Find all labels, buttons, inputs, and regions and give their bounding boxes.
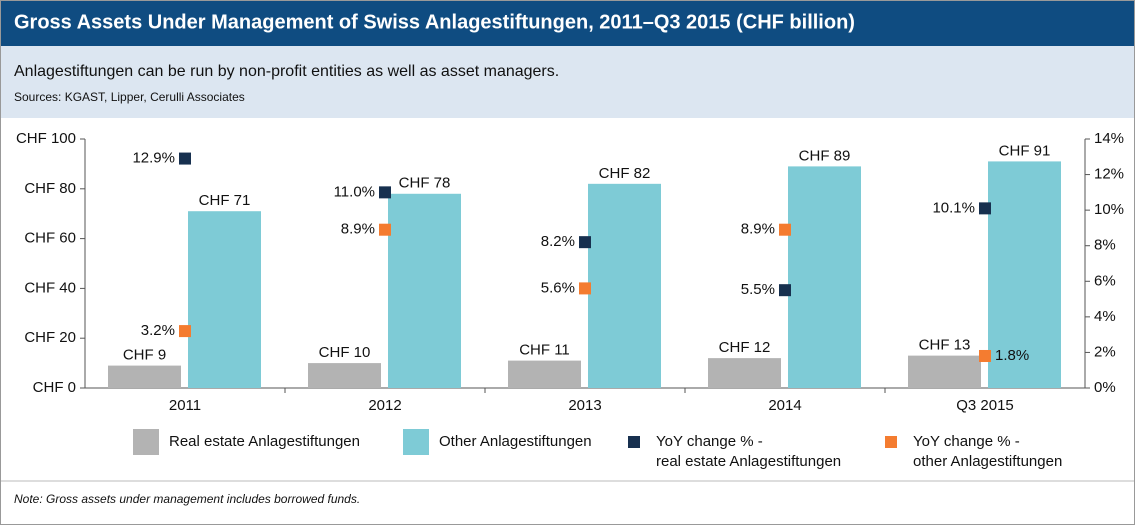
- bar: [908, 355, 981, 388]
- x-tick-label: 2013: [568, 397, 601, 414]
- x-tick-label: Q3 2015: [956, 397, 1014, 414]
- marker: [579, 236, 591, 249]
- legend-swatch: [885, 436, 897, 448]
- note: Note: Gross assets under management incl…: [14, 492, 360, 506]
- chart-title: Gross Assets Under Management of Swiss A…: [14, 11, 855, 33]
- bar: [708, 358, 781, 388]
- marker: [179, 152, 191, 165]
- legend-line: other Anlagestiftungen: [913, 453, 1062, 470]
- y2-tick-label: 14%: [1094, 130, 1124, 147]
- legend-label: Other Anlagestiftungen: [439, 433, 592, 450]
- source: Sources: KGAST, Lipper, Cerulli Associat…: [14, 90, 245, 104]
- y2-tick-label: 2%: [1094, 343, 1116, 360]
- bar-label: CHF 78: [399, 175, 451, 192]
- legend-label: Real estate Anlagestiftungen: [169, 433, 360, 450]
- bar-label: CHF 91: [999, 142, 1051, 159]
- legend-line: real estate Anlagestiftungen: [656, 453, 841, 470]
- bar: [188, 211, 261, 388]
- x-tick-label: 2011: [169, 397, 201, 414]
- x-tick-label: 2014: [768, 397, 801, 414]
- bar: [588, 183, 661, 388]
- bar: [508, 360, 581, 388]
- marker-label: 8.9%: [741, 221, 775, 238]
- x-tick-label: 2012: [368, 397, 401, 414]
- bar-label: CHF 13: [919, 337, 971, 354]
- legend-line: YoY change % -: [913, 433, 1020, 450]
- legend-label: YoY change % - other Anlagestiftungen: [913, 433, 1062, 470]
- marker-label: 5.6%: [541, 279, 575, 296]
- bar-label: CHF 89: [799, 147, 851, 164]
- marker-label: 5.5%: [741, 281, 775, 298]
- y2-tick-label: 12%: [1094, 166, 1124, 183]
- title-bar: [0, 0, 1135, 46]
- y-tick-label: CHF 0: [33, 379, 76, 396]
- bar: [988, 161, 1061, 388]
- y2-tick-label: 0%: [1094, 379, 1116, 396]
- bar: [788, 166, 861, 388]
- marker: [179, 325, 191, 338]
- marker: [379, 223, 391, 236]
- bar: [308, 363, 381, 388]
- marker-label: 3.2%: [141, 322, 175, 339]
- y-tick-label: CHF 100: [16, 130, 76, 147]
- marker-label: 12.9%: [132, 150, 175, 167]
- marker-label: 1.8%: [995, 347, 1029, 364]
- marker: [779, 223, 791, 236]
- subtitle: Anlagestiftungen can be run by non-profi…: [14, 63, 559, 80]
- marker: [979, 349, 991, 362]
- y2-tick-label: 4%: [1094, 308, 1116, 325]
- marker: [379, 186, 391, 199]
- y2-tick-label: 6%: [1094, 272, 1116, 289]
- marker: [979, 202, 991, 215]
- marker: [779, 284, 791, 297]
- legend-swatch: [133, 429, 159, 455]
- note-band: [0, 480, 1135, 525]
- y-tick-label: CHF 80: [24, 180, 76, 197]
- y2-tick-label: 8%: [1094, 237, 1116, 254]
- legend-label: YoY change % - real estate Anlagestiftung…: [656, 433, 841, 470]
- y-tick-label: CHF 40: [24, 279, 76, 296]
- marker-label: 8.2%: [541, 233, 575, 250]
- bar: [108, 365, 181, 388]
- legend-swatch: [403, 429, 429, 455]
- y-tick-label: CHF 20: [24, 329, 76, 346]
- marker-label: 10.1%: [932, 199, 975, 216]
- bar-label: CHF 10: [319, 344, 371, 361]
- y2-tick-label: 10%: [1094, 201, 1124, 218]
- marker: [579, 282, 591, 295]
- bar-label: CHF 71: [199, 192, 251, 209]
- marker-label: 8.9%: [341, 221, 375, 238]
- marker-label: 11.0%: [334, 183, 375, 200]
- bar-label: CHF 9: [123, 347, 166, 364]
- legend-line: YoY change % -: [656, 433, 763, 450]
- bar-label: CHF 11: [519, 342, 570, 359]
- bar-label: CHF 12: [719, 339, 771, 356]
- legend-swatch: [628, 436, 640, 448]
- bar: [388, 193, 461, 388]
- bar-label: CHF 82: [599, 165, 651, 182]
- y-tick-label: CHF 60: [24, 230, 76, 247]
- subtitle-band: [0, 46, 1135, 118]
